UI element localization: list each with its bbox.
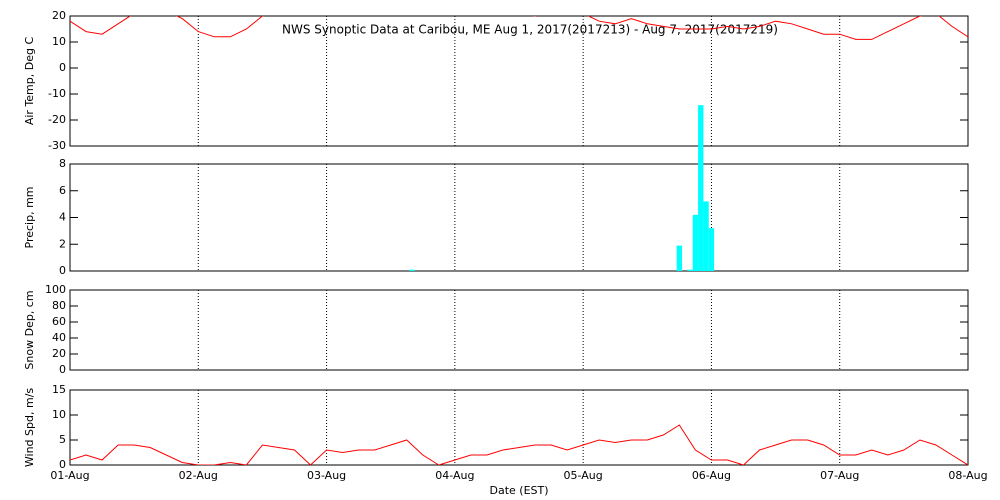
x-axis-label: Date (EST): [489, 484, 548, 497]
y-tick-label: 6: [59, 184, 66, 197]
y-tick-label: 40: [52, 331, 66, 344]
y-axis-label: Precip, mm: [23, 187, 36, 249]
y-tick-label: 80: [52, 299, 66, 312]
y-axis-label: Snow Dep, cm: [23, 290, 36, 369]
y-tick-label: 0: [59, 61, 66, 74]
y-tick-label: 100: [45, 283, 66, 296]
data-line: [70, 424, 968, 465]
y-tick-label: 2: [59, 237, 66, 250]
y-tick-label: 10: [52, 35, 66, 48]
y-tick-label: 0: [59, 458, 66, 471]
x-tick-label: 08-Aug: [948, 469, 987, 482]
bar: [698, 105, 704, 272]
bar: [708, 228, 715, 271]
y-tick-label: 8: [59, 157, 66, 170]
y-tick-label: 10: [52, 408, 66, 421]
x-tick-label: 01-Aug: [50, 469, 89, 482]
x-tick-label: 02-Aug: [179, 469, 218, 482]
y-tick-label: 4: [59, 211, 66, 224]
y-tick-label: 20: [52, 347, 66, 360]
y-tick-label: -20: [48, 113, 66, 126]
x-tick-label: 05-Aug: [564, 469, 603, 482]
y-tick-label: -10: [48, 87, 66, 100]
plot-frame: [69, 163, 969, 272]
data-line: [70, 16, 968, 40]
y-tick-label: 15: [52, 383, 66, 396]
y-tick-label: 5: [59, 433, 66, 446]
plot-frame: [69, 389, 969, 466]
y-tick-label: -30: [48, 139, 66, 152]
x-tick-label: 03-Aug: [307, 469, 346, 482]
y-tick-label: 0: [59, 264, 66, 277]
x-tick-label: 06-Aug: [692, 469, 731, 482]
plot-frame: [69, 15, 969, 147]
bar: [692, 214, 699, 271]
bar: [703, 201, 709, 271]
x-tick-label: 07-Aug: [820, 469, 859, 482]
y-tick-label: 60: [52, 315, 66, 328]
x-tick-label: 04-Aug: [435, 469, 474, 482]
y-axis-label: Wind Spd, m/s: [23, 388, 36, 468]
bar: [687, 269, 693, 271]
bar: [676, 245, 683, 271]
plot-frame: [69, 289, 969, 371]
y-tick-label: 20: [52, 9, 66, 22]
y-axis-label: Air Temp, Deg C: [23, 37, 36, 126]
chart-title: NWS Synoptic Data at Caribou, ME Aug 1, …: [282, 23, 778, 37]
y-tick-label: 0: [59, 363, 66, 376]
bar: [409, 269, 415, 271]
